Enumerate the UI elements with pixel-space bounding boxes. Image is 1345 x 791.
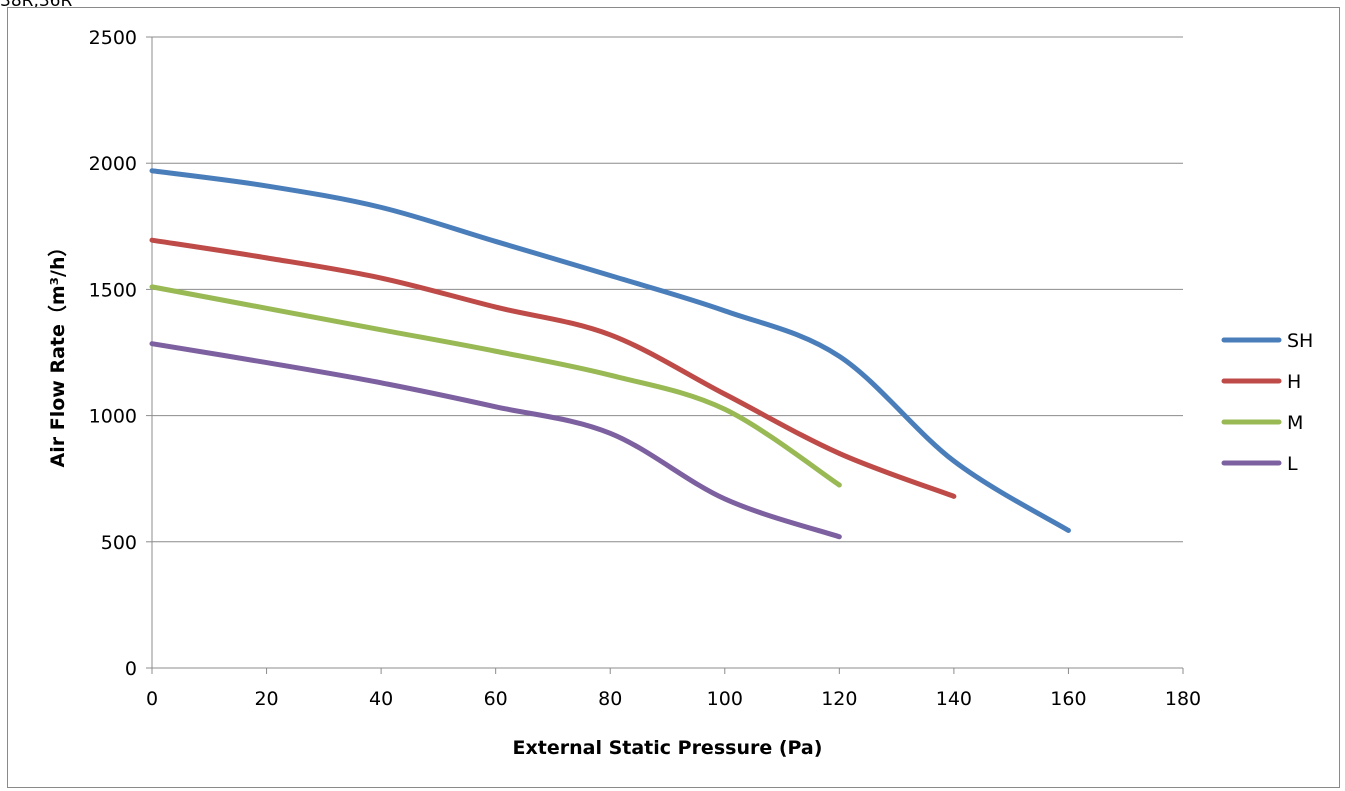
legend-label: SH	[1287, 330, 1313, 352]
y-axis-title: Air Flow Rate（m³/h）	[46, 238, 69, 468]
legend: SH HML	[1221, 330, 1313, 475]
y-tick-label: 1000	[89, 406, 137, 428]
x-tick-label: 140	[936, 688, 972, 710]
legend-label: L	[1287, 453, 1298, 475]
x-tick-label: 0	[146, 688, 158, 710]
legend-label: H	[1287, 371, 1301, 393]
axes: 0 500 1000 1500 2000 2500 0 20 40 60 80 100 120 140 16…	[89, 27, 1201, 710]
x-tick-label: 40	[369, 688, 393, 710]
series-lines	[149, 168, 1071, 540]
series-line-h	[149, 237, 957, 499]
x-tick-label: 120	[821, 688, 857, 710]
x-tick-label: 180	[1165, 688, 1201, 710]
series-line-l	[149, 341, 842, 540]
y-tick-label: 0	[125, 658, 137, 680]
y-tick-label: 2500	[89, 27, 137, 49]
legend-label: M	[1287, 412, 1303, 434]
chart-caption: 38R,36R	[0, 0, 73, 11]
series-line-m	[149, 284, 842, 488]
gridlines	[152, 36, 1183, 543]
series-line-sh	[149, 168, 1071, 533]
y-tick-label: 1500	[89, 279, 137, 301]
x-tick-label: 100	[707, 688, 743, 710]
x-tick-label: 60	[484, 688, 508, 710]
y-tick-label: 500	[101, 532, 137, 554]
y-tick-label: 2000	[89, 153, 137, 175]
chart-frame	[7, 7, 1340, 788]
x-tick-label: 160	[1050, 688, 1086, 710]
x-axis-title: External Static Pressure (Pa)	[513, 737, 823, 759]
x-tick-label: 80	[598, 688, 622, 710]
x-tick-label: 20	[254, 688, 278, 710]
